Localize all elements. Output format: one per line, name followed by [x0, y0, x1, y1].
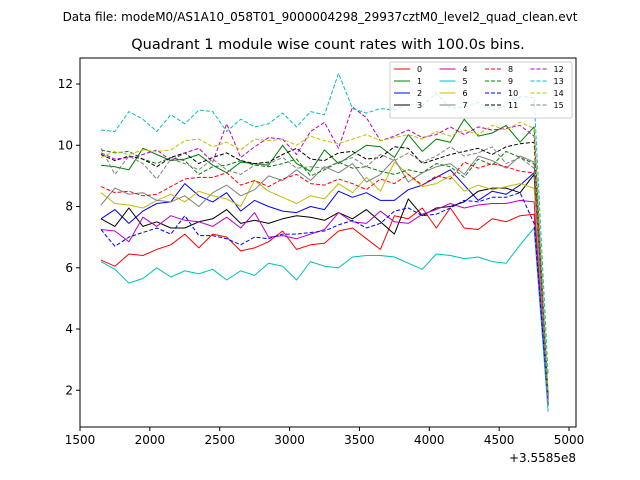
x-tick-label: 2000 — [135, 433, 166, 447]
y-tick-label: 8 — [65, 200, 73, 214]
series-line-5 — [100, 227, 549, 412]
series-line-7 — [100, 155, 549, 400]
legend-label-9: 9 — [508, 77, 513, 86]
legend-box — [389, 61, 573, 119]
legend-label-3: 3 — [417, 101, 422, 110]
series-line-14 — [100, 121, 549, 391]
x-tick-label: 2500 — [204, 433, 235, 447]
legend-label-13: 13 — [554, 77, 564, 86]
legend-label-14: 14 — [554, 89, 564, 98]
chart-title: Quadrant 1 module wise count rates with … — [131, 37, 525, 53]
x-tick-label: 4000 — [414, 433, 445, 447]
legend-label-6: 6 — [463, 89, 468, 98]
x-axis: 1500 2000 2500 3000 3500 4000 4500 5000 — [65, 427, 585, 447]
series-line-10 — [100, 192, 549, 403]
plot-area — [100, 72, 549, 412]
y-tick-label: 4 — [65, 322, 73, 336]
series-line-11 — [100, 141, 549, 397]
y-axis: 2 4 6 8 10 12 — [58, 77, 80, 397]
legend-label-15: 15 — [554, 101, 564, 110]
x-tick-label: 3000 — [274, 433, 305, 447]
series-line-13 — [100, 72, 549, 375]
axes-frame — [79, 57, 577, 428]
x-tick-label: 4500 — [484, 433, 515, 447]
x-tick-label: 3500 — [344, 433, 375, 447]
legend-label-4: 4 — [463, 65, 468, 74]
legend-label-2: 2 — [417, 89, 422, 98]
legend-label-0: 0 — [417, 65, 422, 74]
x-tick-label: 5000 — [554, 433, 585, 447]
legend-label-12: 12 — [554, 65, 564, 74]
figure-suptitle: Data file: modeM0/AS1A10_058T01_90000042… — [63, 10, 578, 24]
legend-label-11: 11 — [508, 101, 518, 110]
y-tick-label: 12 — [58, 77, 73, 91]
series-line-0 — [100, 207, 549, 403]
legend-label-8: 8 — [508, 65, 513, 74]
legend-label-7: 7 — [463, 101, 468, 110]
legend-label-10: 10 — [508, 89, 518, 98]
series-line-12 — [100, 106, 549, 400]
series-line-4 — [100, 199, 549, 403]
y-tick-label: 6 — [65, 261, 73, 275]
legend-label-5: 5 — [463, 77, 468, 86]
legend-label-1: 1 — [417, 77, 422, 86]
series-line-6 — [100, 161, 549, 397]
x-offset-label: +3.5585e8 — [509, 451, 576, 465]
series-line-1 — [100, 118, 549, 400]
series-line-8 — [100, 161, 549, 397]
y-tick-label: 10 — [58, 138, 73, 152]
series-line-15 — [100, 146, 549, 406]
x-tick-label: 1500 — [65, 433, 96, 447]
y-tick-label: 2 — [65, 383, 73, 397]
